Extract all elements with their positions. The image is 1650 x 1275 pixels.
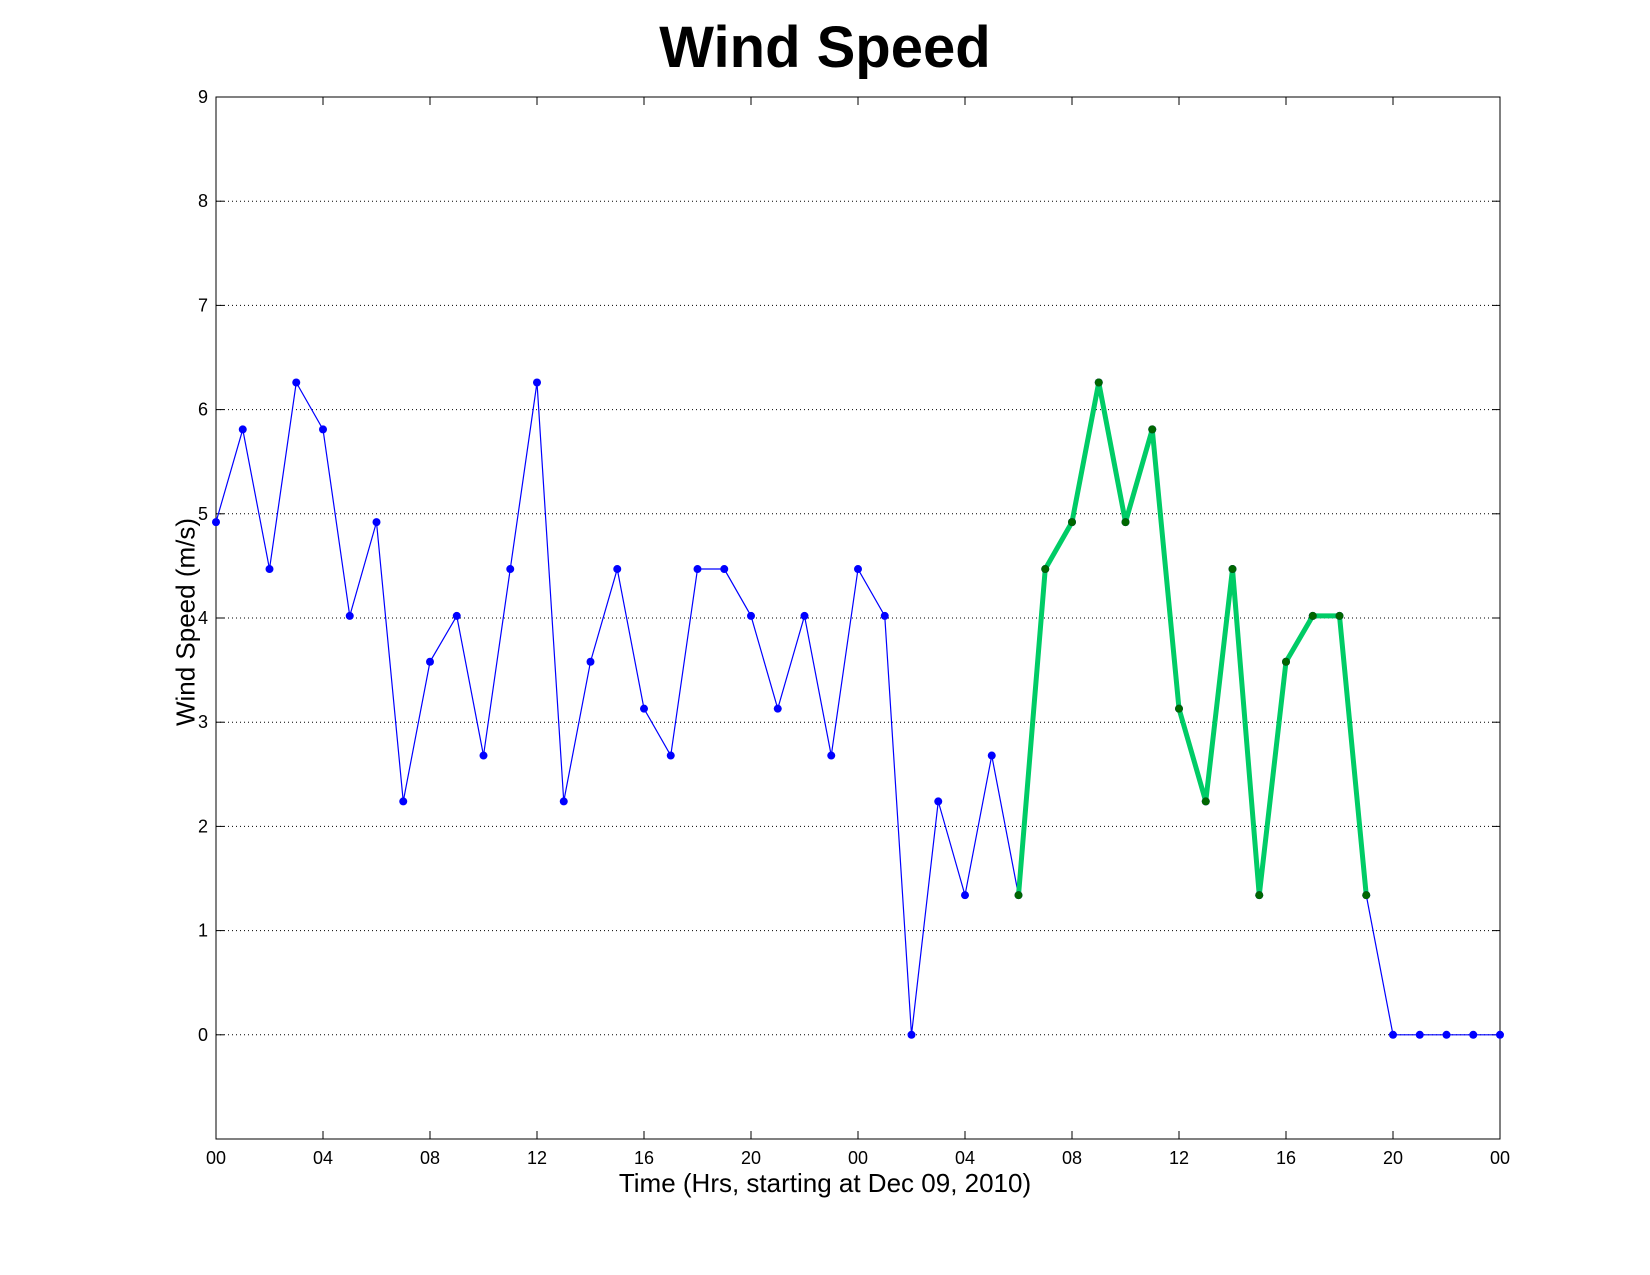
y-axis-label: Wind Speed (m/s) bbox=[170, 517, 201, 727]
data-point-green bbox=[1308, 611, 1317, 620]
x-tick-label: 12 bbox=[527, 1148, 547, 1168]
data-point-blue bbox=[238, 425, 247, 434]
data-point-blue bbox=[212, 518, 220, 527]
x-tick-label: 16 bbox=[1276, 1148, 1296, 1168]
data-point-green bbox=[1282, 657, 1290, 666]
y-tick-label: 1 bbox=[198, 921, 208, 941]
data-point-blue bbox=[907, 1030, 916, 1039]
x-tick-label: 00 bbox=[848, 1148, 868, 1168]
data-point-green bbox=[1228, 565, 1237, 574]
data-point-blue bbox=[506, 565, 515, 574]
x-tick-label: 00 bbox=[206, 1148, 226, 1168]
x-tick-label: 04 bbox=[313, 1148, 333, 1168]
y-tick-label: 0 bbox=[198, 1025, 208, 1045]
data-point-blue bbox=[1469, 1030, 1478, 1039]
data-point-blue bbox=[693, 565, 702, 574]
data-point-green bbox=[1148, 425, 1157, 434]
data-point-green bbox=[1068, 518, 1076, 527]
data-point-blue bbox=[559, 797, 568, 806]
series-line-blue bbox=[215, 380, 1500, 1036]
data-point-blue bbox=[613, 565, 622, 574]
y-tick-label: 3 bbox=[198, 712, 208, 732]
data-point-blue bbox=[345, 611, 354, 620]
data-point-blue bbox=[319, 425, 327, 434]
y-tick-label: 7 bbox=[198, 295, 208, 315]
x-tick-label: 12 bbox=[1169, 1148, 1189, 1168]
x-tick-label: 08 bbox=[420, 1148, 440, 1168]
data-point-blue bbox=[265, 565, 274, 574]
data-point-blue bbox=[372, 518, 381, 527]
data-point-blue bbox=[987, 751, 996, 760]
data-point-blue bbox=[1496, 1030, 1504, 1039]
series-line-green bbox=[1016, 382, 1369, 896]
x-tick-label: 00 bbox=[1490, 1148, 1510, 1168]
y-tick-label: 2 bbox=[198, 816, 208, 836]
data-point-blue bbox=[586, 657, 595, 666]
data-point-green bbox=[1335, 611, 1344, 620]
data-point-blue bbox=[1442, 1030, 1451, 1039]
x-tick-label: 04 bbox=[955, 1148, 975, 1168]
y-tick-label: 4 bbox=[198, 608, 208, 628]
data-point-blue bbox=[452, 611, 461, 620]
data-point-blue bbox=[880, 611, 889, 620]
data-point-blue bbox=[640, 704, 648, 713]
data-point-blue bbox=[827, 751, 836, 760]
data-point-green bbox=[1121, 518, 1130, 527]
data-point-blue bbox=[720, 565, 729, 574]
x-tick-label: 08 bbox=[1062, 1148, 1082, 1168]
data-point-blue bbox=[854, 565, 862, 574]
data-point-blue bbox=[961, 891, 969, 900]
y-tick-label: 5 bbox=[198, 504, 208, 524]
data-point-green bbox=[1014, 891, 1023, 900]
y-tick-label: 6 bbox=[198, 400, 208, 420]
chart-title: Wind Speed bbox=[659, 15, 991, 80]
data-point-blue bbox=[934, 797, 943, 806]
data-point-blue bbox=[399, 797, 408, 806]
data-point-blue bbox=[479, 751, 488, 760]
x-tick-label: 20 bbox=[741, 1148, 761, 1168]
data-point-blue bbox=[666, 751, 675, 760]
data-point-blue bbox=[747, 611, 755, 620]
y-tick-label: 9 bbox=[198, 87, 208, 107]
data-point-green bbox=[1255, 891, 1264, 900]
data-point-green bbox=[1362, 891, 1371, 900]
data-point-blue bbox=[1415, 1030, 1424, 1039]
data-point-blue bbox=[800, 611, 809, 620]
x-tick-label: 20 bbox=[1383, 1148, 1403, 1168]
data-point-green bbox=[1094, 378, 1103, 387]
data-point-green bbox=[1041, 565, 1050, 574]
data-point-blue bbox=[426, 657, 434, 666]
data-point-green bbox=[1175, 704, 1183, 713]
y-tick-label: 8 bbox=[198, 191, 208, 211]
data-point-blue bbox=[533, 378, 541, 387]
data-point-blue bbox=[1389, 1030, 1397, 1039]
data-point-blue bbox=[773, 704, 782, 713]
x-tick-label: 16 bbox=[634, 1148, 654, 1168]
x-axis-label: Time (Hrs, starting at Dec 09, 2010) bbox=[618, 1168, 1032, 1198]
data-point-green bbox=[1201, 797, 1210, 806]
data-point-blue bbox=[292, 378, 301, 387]
